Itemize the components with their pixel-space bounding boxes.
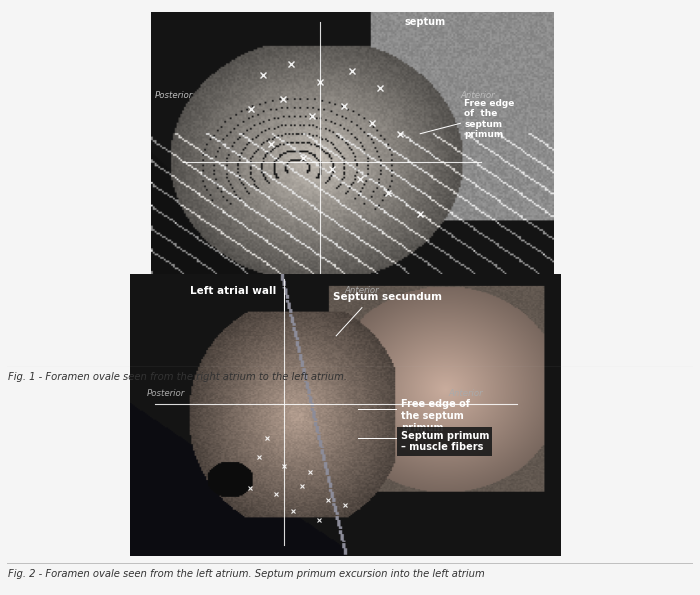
Text: septum: septum <box>404 17 445 27</box>
Text: Posterior: Posterior <box>147 389 185 398</box>
Text: Free edge
of  the
septum
primum: Free edge of the septum primum <box>465 99 514 139</box>
Text: Free edge of
the septum
primum: Free edge of the septum primum <box>400 399 470 433</box>
Text: Fig. 2 - Foramen ovale seen from the left atrium. Septum primum excursion into t: Fig. 2 - Foramen ovale seen from the lef… <box>8 569 485 579</box>
Text: Septum primum
– muscle fibers: Septum primum – muscle fibers <box>400 431 489 452</box>
Text: Anterior: Anterior <box>461 91 495 100</box>
Text: Anterior: Anterior <box>448 389 483 398</box>
Text: Septum primum: Septum primum <box>200 328 294 339</box>
Text: Anterior: Anterior <box>344 286 379 296</box>
Text: Posterior: Posterior <box>155 91 192 100</box>
Text: Septum secundum: Septum secundum <box>333 292 442 302</box>
Text: Fig. 1 - Foramen ovale seen from the right atrium to the left atrium.: Fig. 1 - Foramen ovale seen from the rig… <box>8 372 347 383</box>
Text: Left atrial wall: Left atrial wall <box>190 286 276 296</box>
Text: Inferior: Inferior <box>326 328 370 339</box>
